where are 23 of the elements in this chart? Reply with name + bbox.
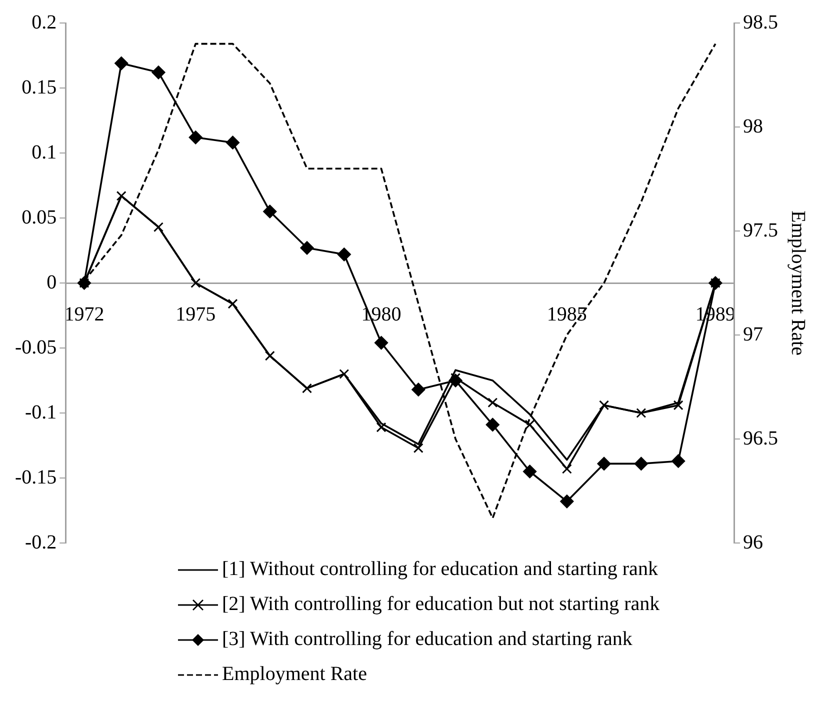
y2-tick-label: 97 <box>743 323 763 346</box>
x-tick-label: 1985 <box>546 303 587 326</box>
y-tick-label: 0.15 <box>22 76 57 98</box>
x-tick-label: 1975 <box>176 303 216 326</box>
y-tick-label: -0.05 <box>14 336 57 358</box>
legend-label: [1] Without controlling for education and starting rank <box>222 558 658 581</box>
y2-tick-label: 96.5 <box>743 427 778 450</box>
y2-tick-label: 96 <box>743 531 763 554</box>
legend-label: [2] With controlling for education but not starting rank <box>222 593 660 616</box>
y-tick-label: -0.1 <box>24 401 57 424</box>
y-tick-label: -0.15 <box>14 466 57 488</box>
legend-label: [3] With controlling for education and starting rank <box>222 628 632 651</box>
y-tick-label: 0 <box>46 271 57 294</box>
x-tick-label: 1972 <box>64 303 104 326</box>
legend-label: Employment Rate <box>222 663 367 686</box>
y-tick-label: 0.2 <box>32 11 57 34</box>
y2-axis-title: Employment Rate <box>786 210 809 356</box>
y2-tick-label: 98 <box>743 115 763 138</box>
y2-tick-label: 98.5 <box>743 11 778 34</box>
y-tick-label: 0.05 <box>22 206 57 228</box>
y2-tick-label: 97.5 <box>743 219 778 242</box>
y-tick-label: 0.1 <box>32 141 57 164</box>
y-tick-label: -0.2 <box>24 531 57 554</box>
